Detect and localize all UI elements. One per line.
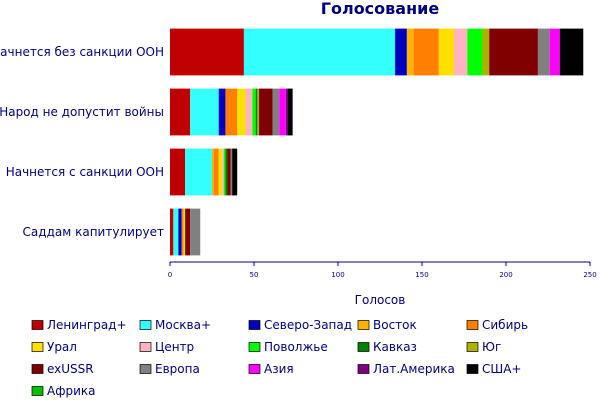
bar-segment [213,148,219,196]
bar-segment [225,148,228,196]
x-axis-ticks: 0 50 100 150 200 250 [168,262,597,279]
legend-item: Юг [482,340,501,354]
category-label: Народ не допустит войны [0,105,164,119]
x-tick-label: 100 [331,271,344,279]
x-tick-label: 200 [499,271,512,279]
bar-segment [489,28,538,76]
category-label: Начнется с санкции ООН [6,165,164,179]
legend-item: Урал [47,340,77,354]
plot-area: Начнется без санкции ООН Народ не допусти… [0,28,584,256]
bar-segment [467,28,483,76]
bar-segment [279,88,286,136]
bar-segment [223,148,226,196]
legend-swatch [357,364,370,374]
legend-item: Поволжье [264,340,328,354]
legend-item: Европа [155,362,200,376]
bar-segment [549,28,560,76]
legend-swatch [248,364,261,374]
x-tick-label: 250 [583,271,596,279]
bar-segment [237,88,246,136]
bar-segment [173,208,179,256]
bar-segment [245,88,253,136]
bar-segment [183,208,186,256]
legend-swatch [466,364,479,374]
bar-segment [537,28,550,76]
bar-segment [395,28,407,76]
bar-segment [178,208,182,256]
bar-segment [185,208,191,256]
legend-swatch [357,342,370,352]
legend-item: Азия [264,362,294,376]
bar-segment [170,88,191,136]
legend-item: США+ [482,362,521,376]
bar-segment [170,208,174,256]
bar-segment [212,148,214,196]
bar-segment [453,28,468,76]
bar-segment [218,88,226,136]
x-tick-label: 150 [415,271,428,279]
legend-swatch [466,342,479,352]
legend-swatch [139,364,152,374]
bar-segment [272,88,280,136]
bar-segment [222,148,224,196]
legend-item: Лат.Америка [373,362,455,376]
bar-segment [287,88,293,136]
bar-segment [243,28,396,76]
category-label: Саддам капитулирует [23,225,164,239]
legend-swatch [31,320,44,330]
legend-item: exUSSR [47,362,94,376]
legend-swatch [357,320,370,330]
legend-item: Центр [155,340,194,354]
bar-segment [406,28,414,76]
legend-item: Восток [373,318,417,332]
chart-title: Голосование [321,0,440,18]
legend-swatch [466,320,479,330]
bar-segment [413,28,439,76]
legend-swatch [31,342,44,352]
bar-segment [170,148,186,196]
bar-segment [257,88,260,136]
legend-swatch [31,364,44,374]
legend-swatch [139,320,152,330]
bar-segment [170,28,244,76]
bar-segment [185,148,212,196]
bar-segment [225,88,238,136]
category-label: Начнется без санкции ООН [0,45,164,59]
bar-segment [255,88,258,136]
legend-swatch [139,342,152,352]
bar-segment [190,88,219,136]
legend-swatch [248,342,261,352]
bar-segment [285,88,288,136]
bar-segment [252,88,256,136]
bar-segment [559,28,584,76]
x-tick-label: 50 [250,271,259,279]
bar-segment [190,208,201,256]
legend-item: Кавказ [373,340,417,354]
x-tick-label: 0 [168,271,172,279]
legend-item: Африка [47,384,96,398]
legend-swatch [248,320,261,330]
bar-segment [218,148,223,196]
bar-segment [227,148,231,196]
bar-segment [482,28,490,76]
legend-item: Ленинград+ [47,318,127,332]
legend-item: Северо-Запад [264,318,352,332]
bar-segment [232,148,238,196]
bar-segment [259,88,273,136]
x-axis-label: Голосов [355,293,406,307]
legend-item: Сибирь [482,318,528,332]
legend-item: Москва+ [155,318,211,332]
legend: Ленинград+ Москва+ Северо-Запад Восток Сибир… [31,318,528,398]
legend-swatch [31,386,44,396]
bar-segment [230,148,233,196]
bar-segment [181,208,184,256]
bar-segment [438,28,454,76]
